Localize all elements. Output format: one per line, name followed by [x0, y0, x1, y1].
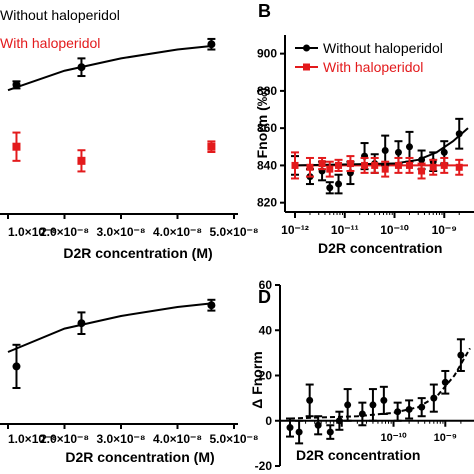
panel-b-point-with: [346, 160, 354, 168]
panel-d-x-axis-label: D2R concentration: [296, 447, 420, 463]
panel-b-x-tick-label: 10⁻¹¹: [331, 223, 359, 237]
panel-b-y-tick-label: 860: [257, 121, 277, 135]
panel-b-point-without: [455, 130, 463, 138]
panel-b-point-with: [291, 161, 299, 169]
panel-b-y-tick-label: 900: [257, 47, 277, 61]
panel-a-point-without: [77, 63, 86, 72]
panel-d-point: [306, 396, 314, 404]
panel-d-point: [335, 417, 343, 425]
panel-a-x-tick-label: 2.0×10⁻⁸: [40, 225, 89, 239]
panel-d-point: [430, 394, 438, 402]
panel-c-point: [12, 362, 21, 371]
panel-c: 1.0×10⁻⁸2.0×10⁻⁸ 3.0×10⁻⁸ 4.0×10⁻⁸ 5.0×10⁻⁸…: [0, 298, 259, 465]
panel-b-y-axis-label: Fnorm (‰): [254, 88, 270, 159]
panel-a-x-tick-label: 4.0×10⁻⁸: [153, 225, 202, 239]
panel-d-point: [441, 378, 449, 386]
panel-d-y-tick-label: -20: [255, 459, 273, 473]
panel-d-y-tick-label: 0: [265, 414, 272, 428]
panel-c-x-axis-label: D2R concentration (M): [65, 449, 214, 465]
panel-d-point: [394, 408, 402, 416]
panel-b-y-tick-label: 840: [257, 158, 277, 172]
panel-a-point-with: [77, 156, 86, 165]
panel-b-point-with: [405, 161, 413, 169]
panel-c-x-tick-label: 4.0×10⁻⁸: [153, 432, 202, 446]
panel-b-point-without: [335, 180, 343, 188]
panel-d-y-tick-label: 20: [259, 369, 273, 383]
panel-d-point: [457, 351, 465, 359]
panel-d-x-tick-label: 10⁻⁹: [434, 432, 457, 444]
panel-b-x-tick-label: 10⁻¹⁰: [380, 223, 409, 237]
panel-a-point-without: [12, 80, 21, 89]
panel-a-point-with: [12, 142, 21, 151]
panel-b-point-without: [405, 143, 413, 151]
panel-b-point-with: [361, 161, 369, 169]
panel-d-letter: D: [258, 287, 271, 307]
panel-c-point: [207, 301, 216, 310]
panel-b-point-with: [326, 165, 334, 173]
panel-b-legend-without-marker: [303, 44, 310, 52]
panel-b-point-with: [371, 161, 379, 169]
panel-a-legend-without-label: Without haloperidol: [0, 7, 120, 23]
panel-b-x-tick-label: 10⁻¹²: [281, 223, 309, 237]
panel-c-point: [77, 319, 86, 328]
panel-b-fit-curve-without: [294, 127, 469, 167]
panel-c-x-tick-label: 3.0×10⁻⁸: [96, 432, 145, 446]
panel-d: D -20 0 20 40 60 10⁻¹⁰ 10⁻⁹ Δ Fnorm D2R concen…: [249, 278, 474, 473]
panel-b-point-without: [440, 148, 448, 156]
panel-b-x-axis-label: D2R concentration: [318, 240, 442, 256]
panel-d-x-tick-label: 10⁻¹⁰: [380, 432, 407, 444]
panel-a: 1.0×10⁻⁸2.0×10⁻⁸ 3.0×10⁻⁸ 4.0×10⁻⁸ 5.0×10⁻⁸…: [0, 7, 259, 261]
panel-b-point-without: [381, 147, 389, 155]
panel-d-point: [326, 428, 334, 436]
panel-c-fit-curve: [7, 302, 212, 353]
panel-a-x-axis-label: D2R concentration (M): [63, 245, 212, 261]
panel-b-point-with: [429, 163, 437, 171]
panel-a-point-without: [207, 40, 216, 49]
panel-d-point: [380, 396, 388, 404]
panel-b-point-without: [326, 184, 334, 192]
panel-d-point: [405, 405, 413, 413]
panel-c-x-tick-label: 1.0×10⁻⁸: [8, 432, 57, 446]
panel-a-point-with: [207, 142, 216, 151]
panel-a-x-tick-label: 3.0×10⁻⁸: [96, 225, 145, 239]
panel-d-point: [344, 401, 352, 409]
panel-d-y-tick-label: 60: [259, 278, 273, 292]
panel-c-x-tick-label: 2.0×10⁻⁸: [40, 432, 89, 446]
panel-b-letter: B: [258, 1, 271, 21]
panel-b-point-without: [394, 148, 402, 156]
panel-c-x-tick-label: 5.0×10⁻⁸: [209, 432, 258, 446]
panel-d-point: [314, 421, 322, 429]
panel-b-y-tick-label: 820: [257, 196, 277, 210]
panel-b-x-tick-label: 10⁻⁹: [432, 223, 457, 237]
panel-d-point: [286, 424, 294, 432]
panel-b-point-with: [440, 161, 448, 169]
panel-b-point-with: [455, 163, 463, 171]
panel-d-y-tick-label: 40: [259, 323, 273, 337]
panel-b: B 820 840 860 880 900 10⁻¹² 10⁻¹¹ 10⁻¹⁰ 10⁻⁹ Fno…: [254, 1, 474, 256]
panel-d-point: [295, 428, 303, 436]
panel-a-fit-curve: [7, 45, 212, 92]
panel-b-point-with: [381, 165, 389, 173]
panel-d-y-axis-label: Δ Fnorm: [249, 351, 265, 409]
panel-b-point-with: [335, 161, 343, 169]
panel-d-point: [358, 410, 366, 418]
panel-d-point: [418, 403, 426, 411]
panel-b-point-with: [306, 163, 314, 171]
panel-b-point-with: [394, 161, 402, 169]
panel-b-point-with: [318, 160, 326, 168]
panel-a-legend-with-label: With haloperidol: [0, 35, 100, 51]
panel-d-point: [369, 401, 377, 409]
panel-a-x-tick-label: 1.0×10⁻⁸: [8, 225, 57, 239]
panel-b-point-without: [418, 156, 426, 164]
panel-b-legend-with-marker: [303, 63, 310, 71]
panel-b-point-with: [418, 167, 426, 175]
panel-a-x-tick-label: 5.0×10⁻⁸: [209, 225, 258, 239]
panel-b-legend-with-label: With haloperidol: [323, 59, 423, 75]
panel-b-y-tick-label: 880: [257, 84, 277, 98]
panel-b-legend-without-label: Without haloperidol: [323, 40, 443, 56]
